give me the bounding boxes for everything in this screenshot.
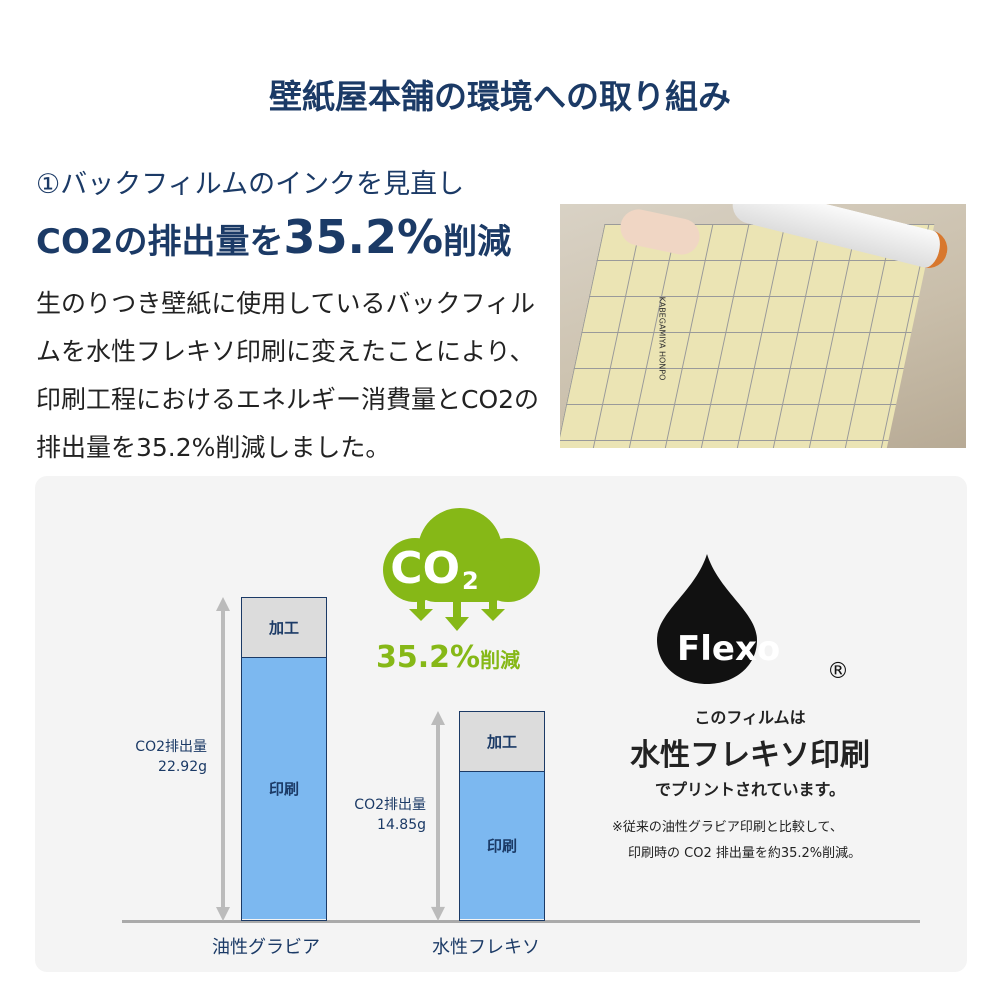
body-text: 生のりつき壁紙に使用しているバックフィルムを水性フレキソ印刷に変えたことにより、… — [36, 289, 540, 462]
headline-pre: CO2の排出量を — [36, 222, 284, 262]
registered-mark: ® — [827, 659, 849, 684]
headline: CO2の排出量を35.2%削減 — [36, 210, 511, 264]
film-sheet — [560, 224, 935, 448]
segment-processing: 加工 — [460, 712, 544, 773]
value-label-title: CO2排出量 — [135, 739, 207, 755]
segment-printing: 印刷 — [242, 658, 326, 919]
reduction-value: 35.2% — [376, 640, 481, 675]
bar-water-flexo: 加工 印刷 — [459, 711, 545, 921]
value-label-value: 14.85g — [377, 817, 426, 833]
page-title: 壁紙屋本舗の環境への取り組み — [269, 77, 731, 116]
value-label-2: CO2排出量 14.85g — [318, 795, 426, 835]
value-label-1: CO2排出量 22.92g — [100, 737, 207, 777]
cloud-co: CO — [390, 543, 460, 594]
flexo-drop-logo: Flexo ® — [657, 554, 849, 684]
film-print: KABEGAMIYA HONPO — [657, 296, 667, 381]
co2-cloud-icon: CO 2 — [383, 508, 540, 631]
segment-processing: 加工 — [242, 598, 326, 658]
flexo-note1: ※従来の油性グラビア印刷と比較して、 — [612, 820, 843, 835]
flexo-line2: 水性フレキソ印刷 — [630, 738, 870, 773]
product-photo: KABEGAMIYA HONPO — [560, 204, 966, 448]
reduction-label: 35.2%削減 — [376, 640, 520, 675]
value-label-title: CO2排出量 — [354, 797, 426, 813]
value-label-value: 22.92g — [158, 759, 207, 775]
flexo-logo-text: Flexo — [677, 629, 780, 669]
section-subtitle: ①バックフィルムのインクを見直し — [36, 169, 465, 200]
flexo-note2: 印刷時の CO2 排出量を約35.2%削減。 — [628, 846, 862, 861]
category-label-1: 油性グラビア — [212, 937, 320, 958]
bar-oil-gravure: 加工 印刷 — [241, 597, 327, 921]
segment-printing: 印刷 — [460, 772, 544, 919]
reduction-suffix: 削減 — [480, 648, 521, 672]
flexo-line3: でプリントされています。 — [655, 780, 845, 799]
cloud-sub: 2 — [462, 567, 479, 595]
headline-value: 35.2% — [283, 210, 444, 264]
baseline — [122, 920, 920, 923]
headline-post: 削減 — [443, 222, 512, 262]
height-arrow-1 — [216, 597, 230, 921]
flexo-line1: このフィルムは — [694, 708, 806, 727]
height-arrow-2 — [431, 711, 445, 921]
category-label-2: 水性フレキソ — [432, 937, 540, 958]
